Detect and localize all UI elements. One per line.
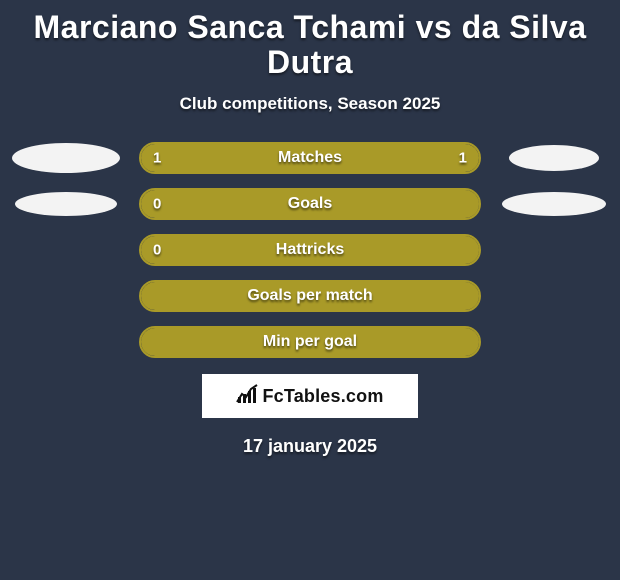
brand-text: FcTables.com	[262, 386, 383, 407]
player-marker-left	[15, 192, 117, 216]
stat-bar: 0 Hattricks	[139, 234, 481, 266]
page-title: Marciano Sanca Tchami vs da Silva Dutra	[0, 6, 620, 86]
brand-chart-icon	[236, 384, 258, 409]
stat-label: Goals	[288, 195, 332, 213]
player-marker-right	[502, 192, 606, 216]
stat-bar: Goals per match	[139, 280, 481, 312]
stat-row: 0 Hattricks	[0, 234, 620, 266]
stat-label: Matches	[278, 149, 342, 167]
stat-bar: 1 1 Matches	[139, 142, 481, 174]
stat-label: Hattricks	[276, 241, 344, 259]
stat-value-left: 0	[153, 242, 161, 259]
stat-bar: 0 Goals	[139, 188, 481, 220]
stat-row: Min per goal	[0, 326, 620, 358]
stat-rows: 1 1 Matches 0 Goals 0 Hattricks Goals per match…	[0, 142, 620, 358]
left-side	[11, 192, 121, 216]
left-side	[11, 143, 121, 173]
player-marker-right	[509, 145, 599, 171]
subtitle: Club competitions, Season 2025	[0, 94, 620, 114]
comparison-infographic: Marciano Sanca Tchami vs da Silva Dutra …	[0, 0, 620, 457]
stat-row: 1 1 Matches	[0, 142, 620, 174]
stat-row: Goals per match	[0, 280, 620, 312]
stat-value-left: 0	[153, 196, 161, 213]
stat-label: Min per goal	[263, 333, 357, 351]
stat-row: 0 Goals	[0, 188, 620, 220]
stat-value-right: 1	[459, 150, 467, 167]
player-marker-left	[12, 143, 120, 173]
right-side	[499, 145, 609, 171]
right-side	[499, 192, 609, 216]
brand-box: FcTables.com	[202, 374, 418, 418]
stat-bar: Min per goal	[139, 326, 481, 358]
stat-label: Goals per match	[247, 287, 372, 305]
stat-value-left: 1	[153, 150, 161, 167]
date-text: 17 january 2025	[0, 436, 620, 457]
